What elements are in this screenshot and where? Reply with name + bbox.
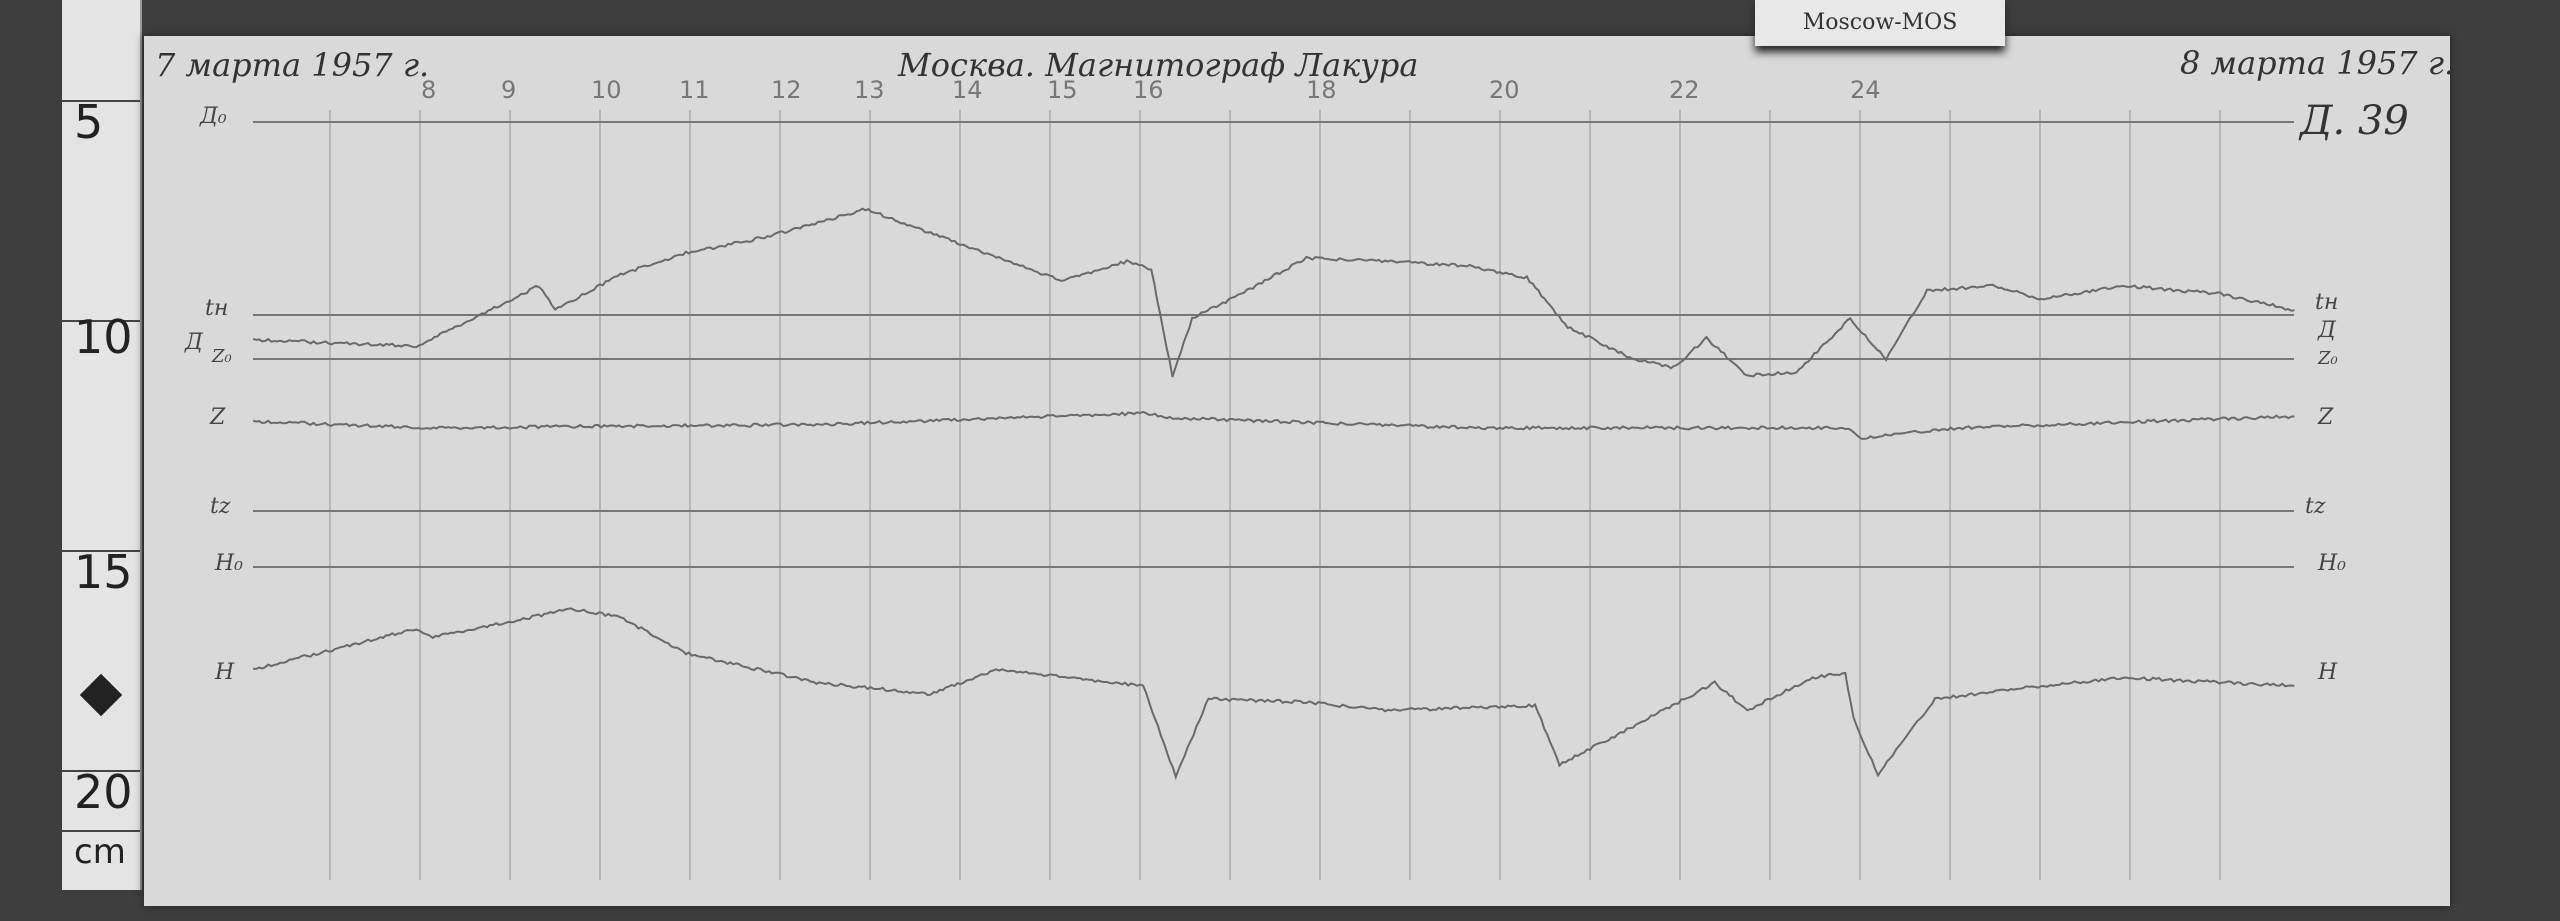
hour-label: 22 [1669, 76, 1700, 104]
centimeter-ruler: 5 10 15 20 cm [62, 0, 142, 890]
hour-label: 9 [501, 76, 517, 104]
hour-label: 13 [854, 76, 885, 104]
label-z-right: Z [2318, 405, 2334, 430]
station-label-card: Moscow-MOS [1755, 0, 2005, 46]
start-date: 7 марта 1957 г. [155, 46, 430, 84]
hour-label: 18 [1306, 76, 1337, 104]
label-h-right: H [2318, 660, 2338, 685]
label-z-left: Z [210, 405, 226, 430]
label-z0-right: Z₀ [2318, 348, 2338, 369]
label-d-right: Д [2318, 318, 2336, 343]
sheet-title: Москва. Магнитограф Лакура [898, 46, 1419, 84]
label-h-left: H [215, 660, 235, 685]
hour-label: 24 [1850, 76, 1881, 104]
hour-label: 12 [771, 76, 802, 104]
hour-label: 20 [1489, 76, 1520, 104]
end-date: 8 марта 1957 г. [2180, 44, 2455, 82]
sheet-number: Д. 39 [2300, 98, 2409, 144]
hour-label: 11 [679, 76, 710, 104]
ruler-mark-5: 5 [74, 95, 104, 149]
ruler-mark-15: 15 [74, 545, 133, 599]
vertical-component-trace [252, 410, 2295, 440]
hour-label: 15 [1047, 76, 1078, 104]
label-h0-right: H₀ [2318, 551, 2347, 576]
hour-label: 14 [952, 76, 983, 104]
horizontal-component-trace [253, 607, 2295, 781]
ruler-mark-10: 10 [74, 310, 133, 364]
hour-label: 8 [421, 76, 437, 104]
declination-trace [252, 207, 2295, 378]
hour-label: 16 [1133, 76, 1164, 104]
label-tz-left: tz [210, 494, 231, 519]
label-d-left: Д [185, 330, 203, 355]
label-th-right: tн [2315, 290, 2339, 315]
label-d0-left: Д₀ [200, 104, 227, 129]
ruler-unit: cm [74, 832, 126, 872]
ruler-mark-20: 20 [74, 765, 133, 819]
magnetogram-sheet [144, 36, 2450, 906]
label-h0-left: H₀ [215, 551, 244, 576]
label-z0-left: Z₀ [212, 346, 232, 367]
label-tz-right: tz [2305, 494, 2326, 519]
hour-label: 10 [591, 76, 622, 104]
label-th-left: tн [205, 296, 229, 321]
